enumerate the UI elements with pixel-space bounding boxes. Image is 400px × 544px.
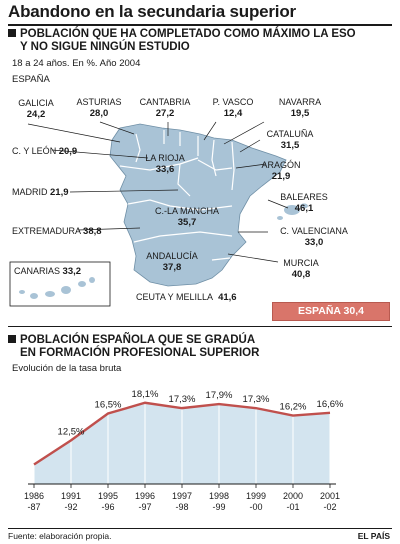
section2-heading-line2: EN FORMACIÓN PROFESIONAL SUPERIOR bbox=[20, 347, 260, 359]
canarias-islands bbox=[19, 277, 95, 299]
section2-subtitle: Evolución de la tasa bruta bbox=[12, 363, 122, 374]
region-murcia: MURCIA 40,8 bbox=[283, 258, 319, 280]
region-pvasco: P. VASCO 12,4 bbox=[212, 97, 254, 119]
x-tick-label: 1997 bbox=[172, 491, 192, 501]
leader-lines bbox=[27, 121, 289, 263]
x-tick-label-2: -87 bbox=[27, 502, 40, 512]
square-bullet-icon bbox=[8, 29, 16, 37]
square-bullet-icon bbox=[8, 335, 16, 343]
x-tick-label-2: -98 bbox=[175, 502, 188, 512]
region-clamancha: C.-LA MANCHA 35,7 bbox=[154, 206, 219, 228]
page-title: Abandono en la secundaria superior bbox=[8, 2, 296, 21]
x-tick-label: 1995 bbox=[98, 491, 118, 501]
data-label: 16,5% bbox=[95, 400, 122, 411]
section2-heading: POBLACIÓN ESPAÑOLA QUE SE GRADÚA EN FORM… bbox=[8, 334, 259, 360]
x-tick-label-2: -96 bbox=[101, 502, 114, 512]
region-andalucia: ANDALUCÍA 37,8 bbox=[146, 251, 198, 273]
section1-subtitle: 18 a 24 años. En %. Año 2004 bbox=[12, 58, 141, 69]
section1-heading-line2: Y NO SIGUE NINGÚN ESTUDIO bbox=[20, 41, 190, 53]
section2-heading-line1: POBLACIÓN ESPAÑOLA QUE SE GRADÚA bbox=[20, 334, 256, 346]
canarias-box bbox=[9, 261, 111, 307]
region-madrid: MADRID 21,9 bbox=[12, 187, 69, 198]
region-baleares: BALEARES 46,1 bbox=[280, 192, 328, 214]
region-cantabria: CANTABRIA 27,2 bbox=[139, 97, 191, 119]
x-tick-label-2: -00 bbox=[249, 502, 262, 512]
footer-rule bbox=[8, 528, 392, 529]
x-tick-label: 1986 bbox=[24, 491, 44, 501]
data-label: 17,3% bbox=[243, 394, 270, 405]
region-asturias: ASTURIAS 28,0 bbox=[76, 97, 122, 119]
footer-brand: EL PAÍS bbox=[357, 531, 390, 541]
baleares-islands bbox=[277, 203, 308, 220]
data-label: 18,1% bbox=[132, 389, 159, 400]
x-tick-label: 2000 bbox=[283, 491, 303, 501]
section1-heading-line1: POBLACIÓN QUE HA COMPLETADO COMO MÁXIMO … bbox=[20, 28, 356, 40]
x-tick-label: 1998 bbox=[209, 491, 229, 501]
region-cvalenciana: C. VALENCIANA 33,0 bbox=[280, 226, 348, 248]
region-extremadura: EXTREMADURA 38,8 bbox=[12, 226, 102, 237]
data-label: 17,3% bbox=[169, 394, 196, 405]
footer-source: Fuente: elaboración propia. bbox=[8, 531, 112, 541]
x-tick-label-2: -01 bbox=[286, 502, 299, 512]
region-cataluna: CATALUÑA 31,5 bbox=[266, 129, 314, 151]
x-tick-label: 1991 bbox=[61, 491, 81, 501]
section1-heading: POBLACIÓN QUE HA COMPLETADO COMO MÁXIMO … bbox=[8, 28, 356, 54]
data-label: 17,9% bbox=[206, 390, 233, 401]
x-tick-label-2: -99 bbox=[212, 502, 225, 512]
x-tick-label-2: -97 bbox=[138, 502, 151, 512]
region-canarias: CANARIAS 33,2 bbox=[14, 266, 82, 277]
fp-area-chart: 12,5% 16,5% 18,1% 17,3% 17,9% 17,3% 16,2% 16,6%… bbox=[24, 389, 344, 512]
x-tick-label: 1999 bbox=[246, 491, 266, 501]
data-label: 16,2% bbox=[280, 402, 307, 413]
region-aragon: ARAGÓN 21,9 bbox=[261, 160, 301, 182]
title-rule bbox=[8, 24, 392, 26]
x-tick-label-2: -02 bbox=[323, 502, 336, 512]
region-cyleon: C. Y LEÓN 20,9 bbox=[12, 146, 78, 157]
region-larioja: LA RIOJA 33,6 bbox=[145, 153, 185, 175]
x-tick-label: 1996 bbox=[135, 491, 155, 501]
mainland-spain-shape bbox=[109, 123, 287, 287]
country-label: ESPAÑA bbox=[12, 74, 50, 85]
region-navarra: NAVARRA 19,5 bbox=[278, 97, 322, 119]
spain-total-badge: ESPAÑA 30,4 bbox=[272, 302, 390, 321]
data-label: 12,5% bbox=[58, 426, 85, 437]
x-tick-label-2: -92 bbox=[64, 502, 77, 512]
spain-map bbox=[9, 121, 308, 307]
x-tick-label: 2001 bbox=[320, 491, 340, 501]
region-borders bbox=[119, 130, 235, 261]
data-label: 16,6% bbox=[317, 399, 344, 410]
region-ceuta-melilla: CEUTA Y MELILLA 41,6 bbox=[136, 292, 237, 303]
section-divider bbox=[8, 326, 392, 327]
region-galicia: GALICIA 24,2 bbox=[18, 98, 54, 120]
